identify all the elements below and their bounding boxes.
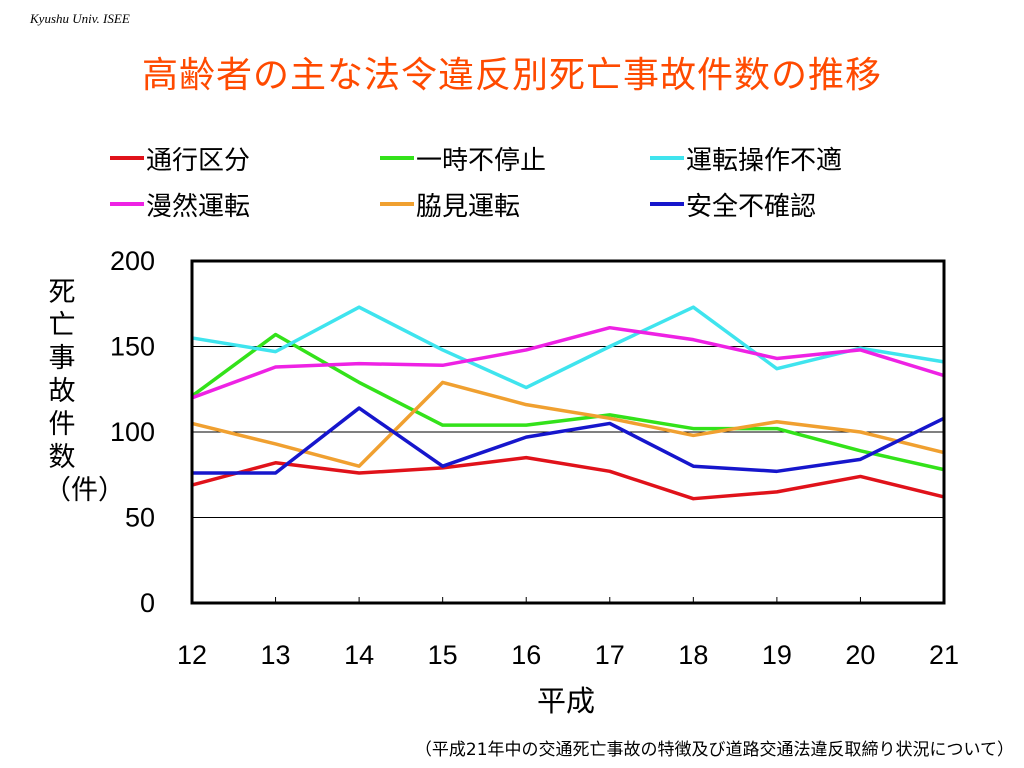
legend-label: 通行区分 bbox=[146, 145, 251, 176]
y-tick-label: 100 bbox=[110, 417, 155, 447]
y-tick-label: 150 bbox=[110, 332, 155, 362]
series-line bbox=[191, 325, 945, 400]
x-tick-label: 21 bbox=[929, 640, 959, 670]
series-line bbox=[191, 455, 945, 501]
x-tick-label: 16 bbox=[511, 640, 541, 670]
plot-frame bbox=[190, 259, 946, 605]
legend-swatch bbox=[650, 202, 684, 206]
legend-swatch bbox=[380, 156, 414, 160]
x-tick-label: 15 bbox=[428, 640, 458, 670]
organization-label: Kyushu Univ. ISEE bbox=[30, 11, 130, 26]
legend-item: 脇見運転 bbox=[380, 184, 520, 224]
legend-swatch bbox=[380, 202, 414, 206]
chart-legend: 通行区分 一時不停止 運転操作不適漫然運転 脇見運転 安全不確認 bbox=[110, 138, 910, 228]
page-title: 高齢者の主な法令違反別死亡事故件数の推移 bbox=[141, 55, 882, 96]
legend-item: 安全不確認 bbox=[650, 184, 816, 224]
legend-item: 一時不停止 bbox=[380, 138, 546, 178]
legend-swatch bbox=[650, 156, 684, 160]
series-line bbox=[190, 332, 945, 472]
y-tick-label: 50 bbox=[125, 503, 155, 533]
series-line bbox=[191, 380, 945, 468]
x-tick-label: 17 bbox=[595, 640, 625, 670]
series-line bbox=[192, 406, 945, 475]
series-line bbox=[191, 305, 945, 390]
x-tick-label: 20 bbox=[845, 640, 875, 670]
legend-item: 通行区分 bbox=[110, 138, 250, 178]
legend-label: 漫然運転 bbox=[146, 191, 251, 222]
legend-item: 漫然運転 bbox=[110, 184, 250, 224]
legend-label: 安全不確認 bbox=[686, 191, 817, 222]
legend-item: 運転操作不適 bbox=[650, 138, 842, 178]
x-tick-label: 19 bbox=[762, 640, 792, 670]
legend-label: 運転操作不適 bbox=[686, 145, 843, 176]
x-tick-label: 14 bbox=[344, 640, 374, 670]
y-tick-label: 200 bbox=[110, 246, 155, 276]
x-axis-label: 平成 bbox=[537, 684, 595, 718]
x-tick-label: 12 bbox=[177, 640, 207, 670]
legend-swatch bbox=[110, 156, 144, 160]
legend-swatch bbox=[110, 202, 144, 206]
x-tick-label: 18 bbox=[678, 640, 708, 670]
legend-label: 一時不停止 bbox=[416, 145, 547, 176]
source-note: （平成21年中の交通死亡事故の特徴及び道路交通法違反取締り状況について） bbox=[414, 740, 1014, 760]
x-tick-label: 13 bbox=[261, 640, 291, 670]
legend-label: 脇見運転 bbox=[416, 191, 521, 222]
y-tick-label: 0 bbox=[140, 588, 155, 618]
